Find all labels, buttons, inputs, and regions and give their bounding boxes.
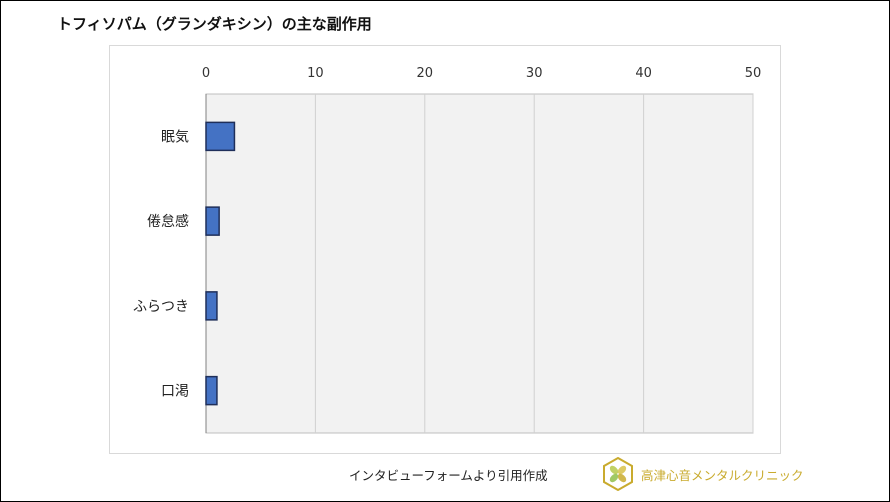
plot-background: [205, 93, 754, 434]
category-label: 倦怠感: [147, 213, 189, 230]
category-label: ふらつき: [133, 299, 189, 315]
clinic-logo-icon: [603, 457, 633, 491]
x-tick-label: 0: [202, 66, 210, 81]
source-note: インタビューフォームより引用作成: [349, 468, 548, 483]
category-label: 眠気: [161, 129, 189, 145]
x-tick-label: 10: [307, 66, 324, 81]
x-tick-label: 30: [526, 66, 543, 81]
chart-title: トフィソパム（グランダキシン）の主な副作用: [57, 15, 372, 33]
clinic-name: 高津心音メンタルクリニック: [641, 468, 804, 483]
bar: [205, 291, 218, 321]
x-tick-label: 50: [745, 66, 762, 81]
category-label: 口渇: [161, 384, 189, 400]
x-tick-label: 40: [635, 66, 652, 81]
x-tick-label: 20: [417, 66, 434, 81]
bar: [205, 206, 220, 236]
bar: [205, 121, 236, 152]
bar: [205, 375, 218, 406]
clinic-branding: 高津心音メンタルクリニック: [601, 457, 841, 491]
